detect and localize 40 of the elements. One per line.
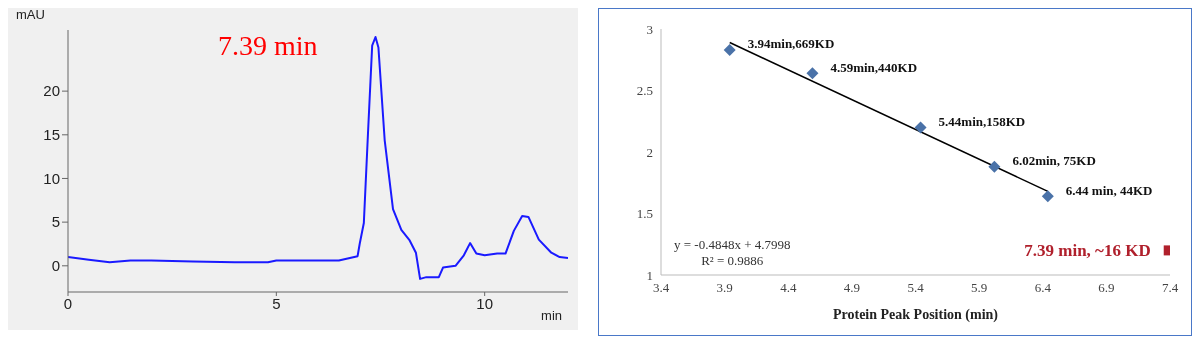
y-tick-label: 10 <box>43 169 60 187</box>
y-tick-label: 20 <box>43 82 60 100</box>
x-tick-label: 5 <box>272 294 281 312</box>
point <box>806 67 819 80</box>
x-tick-label: 6.4 <box>1034 280 1052 296</box>
y-tick-label: 3 <box>646 21 653 37</box>
point <box>1041 190 1054 203</box>
x-tick-label: 0 <box>63 294 73 312</box>
y-axis-title: mAU <box>16 7 45 23</box>
x-tick-label: 4.4 <box>780 280 797 296</box>
annotation: R² = 0.9886 <box>700 253 765 269</box>
y-tick-label: 0 <box>51 257 60 275</box>
y-tick-label: 2 <box>646 144 653 160</box>
data-label: 6.44 min, 44KD <box>1065 182 1153 198</box>
point <box>988 160 1001 173</box>
x-tick-label: 5.4 <box>907 280 925 296</box>
x-tick-label: 3.9 <box>716 280 733 296</box>
point <box>914 121 927 134</box>
x-tick-label: 4.9 <box>843 280 860 296</box>
annotation: 7.39 min <box>218 30 318 62</box>
y-tick-label: 1.5 <box>636 206 653 222</box>
x-axis-title: Protein Peak Position (min) <box>832 307 999 323</box>
point <box>723 43 736 56</box>
data-label: 6.02min, 75KD <box>1012 153 1096 169</box>
data-label: 4.59min,440KD <box>830 59 918 75</box>
y-tick-label: 2.5 <box>636 83 653 99</box>
y-tick-label: 15 <box>43 126 60 144</box>
y-tick-label: 1 <box>646 267 653 283</box>
data-label: 3.94min,669KD <box>747 36 835 52</box>
x-tick-label: 10 <box>476 294 494 312</box>
data-label: 7.39 min, ~16 KD <box>1024 240 1151 260</box>
x-tick-label: 5.9 <box>971 280 988 296</box>
x-tick-label: 6.9 <box>1098 280 1115 296</box>
data-label: 5.44min,158KD <box>938 113 1026 129</box>
x-axis-title: min <box>541 308 562 323</box>
y-tick-label: 5 <box>51 213 60 231</box>
line-series <box>68 35 568 280</box>
x-tick-label: 7.4 <box>1161 280 1179 296</box>
annotation: y = -0.4848x + 4.7998 <box>674 237 791 253</box>
x-tick-label: 3.4 <box>652 280 670 296</box>
